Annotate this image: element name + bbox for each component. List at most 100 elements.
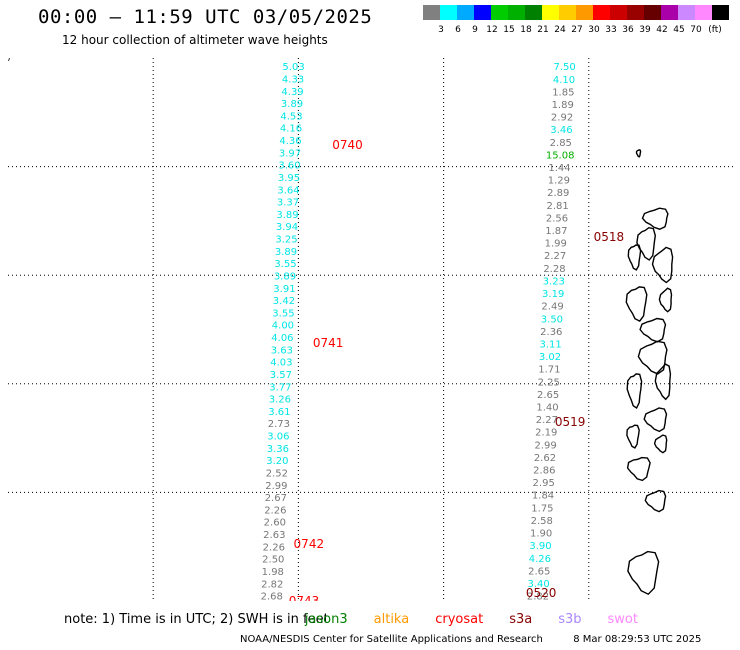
coastline-island bbox=[651, 246, 674, 284]
pass-time-label: 0518 bbox=[594, 230, 625, 244]
coastline-island bbox=[636, 226, 657, 261]
legend-swatch bbox=[542, 5, 559, 20]
swh-value: 2.63 bbox=[263, 530, 285, 541]
legend-label: 15 bbox=[503, 25, 515, 35]
satellite-s3a: s3a bbox=[509, 612, 533, 627]
swh-value: 3.89 bbox=[275, 247, 297, 258]
pass-time-label: 0740 bbox=[332, 138, 363, 152]
swh-value: 3.90 bbox=[529, 541, 551, 552]
swh-value: 2.26 bbox=[263, 542, 285, 553]
swh-value: 3.20 bbox=[266, 456, 288, 467]
swh-value: 3.26 bbox=[269, 395, 291, 406]
legend-swatch bbox=[474, 5, 491, 20]
swh-value: 2.82 bbox=[261, 579, 283, 590]
legend-label: 9 bbox=[472, 25, 478, 35]
legend-label: 45 bbox=[673, 25, 685, 35]
swh-value: 3.95 bbox=[278, 173, 300, 184]
swh-value: 2.28 bbox=[543, 264, 565, 275]
swh-value: 1.71 bbox=[538, 365, 560, 376]
wave-height-map: 60636669727502468105.034.334.393.894.534… bbox=[8, 58, 734, 601]
swh-value: 1.89 bbox=[552, 100, 574, 111]
swh-value: 3.64 bbox=[277, 185, 299, 196]
swh-value: 2.65 bbox=[537, 390, 559, 401]
legend-label: 18 bbox=[520, 25, 532, 35]
swh-value: 2.50 bbox=[262, 555, 284, 566]
pass-time-label: 0742 bbox=[294, 537, 325, 551]
coastline-island bbox=[627, 244, 642, 271]
swh-value: 3.50 bbox=[541, 314, 563, 325]
swh-value: 2.25 bbox=[538, 377, 560, 388]
swh-value: 1.75 bbox=[531, 503, 553, 514]
swh-value: 4.10 bbox=[553, 75, 575, 86]
legend-label: 12 bbox=[486, 25, 498, 35]
swh-value: 1.87 bbox=[545, 226, 567, 237]
swh-value: 3.60 bbox=[278, 161, 300, 172]
swh-value: 3.23 bbox=[543, 276, 565, 287]
legend-label: 42 bbox=[656, 25, 668, 35]
swh-value: 2.60 bbox=[264, 518, 286, 529]
swh-value: 4.16 bbox=[280, 124, 302, 135]
swh-value: 4.33 bbox=[282, 74, 304, 85]
legend-swatch bbox=[610, 5, 627, 20]
swh-value: 3.37 bbox=[277, 198, 299, 209]
swh-value: 2.92 bbox=[551, 113, 573, 124]
swh-value: 1.90 bbox=[530, 529, 552, 540]
legend-swatch bbox=[440, 5, 457, 20]
legend-swatch bbox=[593, 5, 610, 20]
legend-swatch bbox=[644, 5, 661, 20]
swh-value: 4.39 bbox=[281, 87, 303, 98]
lat-tick-label: 10 bbox=[8, 58, 10, 63]
coastline-island bbox=[627, 550, 660, 596]
coastline-island bbox=[641, 207, 669, 230]
satellite-altika: altika bbox=[373, 612, 410, 627]
swh-value: 3.63 bbox=[271, 345, 293, 356]
coastline-island bbox=[637, 340, 668, 375]
legend-label: 39 bbox=[639, 25, 651, 35]
swh-value: 3.55 bbox=[272, 308, 294, 319]
swh-value: 2.86 bbox=[533, 466, 555, 477]
swh-value: 2.65 bbox=[528, 566, 550, 577]
legend-label: 30 bbox=[588, 25, 600, 35]
swh-value: 3.46 bbox=[550, 125, 572, 136]
legend-label: 70 bbox=[690, 25, 702, 35]
coastline-island bbox=[653, 434, 668, 454]
note-line: note: 1) Time is in UTC; 2) SWH is in fe… bbox=[64, 612, 638, 627]
swh-value: 1.99 bbox=[545, 239, 567, 250]
swh-value: 3.36 bbox=[267, 444, 289, 455]
swh-value: 2.67 bbox=[265, 493, 287, 504]
swh-value: 2.58 bbox=[531, 516, 553, 527]
swh-value: 2.52 bbox=[266, 468, 288, 479]
legend-label: 33 bbox=[605, 25, 617, 35]
swh-value: 4.53 bbox=[280, 111, 302, 122]
swh-value: 3.55 bbox=[274, 259, 296, 270]
swh-value: 4.00 bbox=[272, 321, 294, 332]
swh-value: 2.85 bbox=[550, 138, 572, 149]
pass-time-label: 0519 bbox=[555, 415, 586, 429]
coastline-island bbox=[626, 424, 640, 449]
coastline-island bbox=[639, 317, 667, 343]
swh-value: 2.95 bbox=[533, 478, 555, 489]
swh-value: 3.57 bbox=[270, 370, 292, 381]
legend-swatch bbox=[491, 5, 508, 20]
swh-value: 5.03 bbox=[282, 62, 304, 73]
swh-value: 2.73 bbox=[268, 419, 290, 430]
swh-value: 1.29 bbox=[548, 176, 570, 187]
page-title: 00:00 – 11:59 UTC 03/05/2025 bbox=[38, 6, 373, 28]
coastline-island bbox=[635, 149, 642, 158]
swh-value: 3.89 bbox=[276, 210, 298, 221]
legend-swatch bbox=[508, 5, 525, 20]
legend-label: 24 bbox=[554, 25, 566, 35]
coastline-island bbox=[644, 489, 667, 513]
swh-value: 3.97 bbox=[279, 148, 301, 159]
swh-value: 1.44 bbox=[548, 163, 570, 174]
swh-value: 2.99 bbox=[534, 440, 556, 451]
legend-swatch bbox=[678, 5, 695, 20]
legend-label: 3 bbox=[438, 25, 444, 35]
swh-value: 2.36 bbox=[540, 327, 562, 338]
legend-swatch bbox=[525, 5, 542, 20]
legend-label: 27 bbox=[571, 25, 583, 35]
page-subtitle: 12 hour collection of altimeter wave hei… bbox=[62, 33, 328, 47]
swh-value: 3.91 bbox=[273, 284, 295, 295]
swh-value: 3.89 bbox=[281, 99, 303, 110]
legend-swatch bbox=[457, 5, 474, 20]
